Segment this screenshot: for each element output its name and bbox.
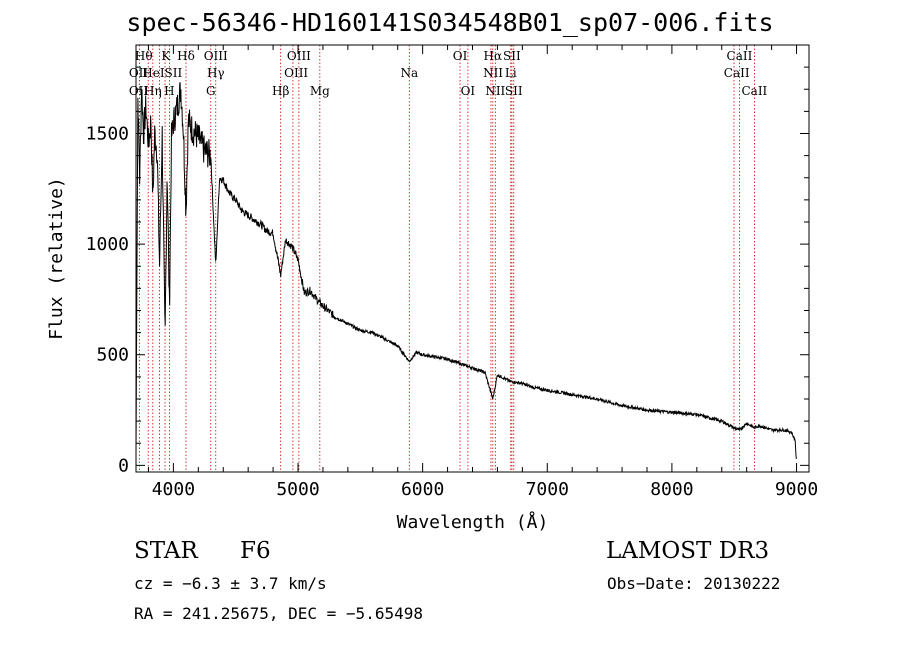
survey-name: LAMOST DR3 — [606, 538, 769, 564]
line-label: NII — [485, 84, 505, 98]
line-label: H — [164, 84, 174, 98]
line-label: Hθ — [135, 49, 153, 63]
y-tick-label: 0 — [118, 455, 129, 476]
line-label: CaII — [724, 66, 750, 80]
line-label: SII — [165, 66, 183, 80]
object-class: STAR — [134, 538, 198, 564]
y-tick-label: 500 — [96, 345, 129, 366]
line-label: Hη — [144, 84, 162, 98]
ra-dec: RA = 241.25675, DEC = −5.65498 — [134, 604, 423, 623]
line-label: Li — [505, 66, 517, 80]
line-label: Mg — [310, 84, 330, 98]
line-label: Hδ — [177, 49, 195, 63]
flux-series-line — [136, 82, 796, 459]
line-label: Hβ — [272, 84, 289, 98]
line-label: Na — [400, 66, 418, 80]
object-subclass: F6 — [240, 538, 271, 564]
x-tick-label: 6000 — [401, 479, 444, 500]
x-tick-label: 4000 — [152, 479, 195, 500]
line-label: OIII — [287, 49, 311, 63]
obs-date: Obs−Date: 20130222 — [607, 574, 780, 593]
x-tick-label: 7000 — [526, 479, 569, 500]
plot-frame — [136, 45, 809, 472]
x-tick-label: 9000 — [775, 479, 818, 500]
line-label: CaII — [727, 49, 753, 63]
y-axis-label: Flux (relative) — [46, 177, 67, 340]
emission-line-markers — [139, 45, 754, 472]
x-axis-ticks: 4000 5000 6000 7000 8000 9000 — [148, 45, 818, 500]
x-tick-label: 8000 — [650, 479, 693, 500]
line-label: OI — [453, 49, 468, 63]
y-tick-label: 1500 — [86, 123, 129, 144]
line-label: OIII — [204, 49, 228, 63]
line-label: OIII — [284, 66, 308, 80]
line-label: Hα — [484, 49, 503, 63]
line-label: NII — [483, 66, 503, 80]
line-label: Hγ — [207, 66, 225, 80]
spectrum-chart: 4000 5000 6000 7000 8000 9000 0 500 1000 1500 Hθ… — [0, 0, 900, 540]
redshift-text: cz = −6.3 ± 3.7 km/s — [134, 574, 327, 593]
line-label: K — [161, 49, 171, 63]
line-label: SII — [503, 49, 521, 63]
x-axis-label: Wavelength (Å) — [397, 511, 549, 533]
line-label: OI — [461, 84, 476, 98]
line-label: HeI — [142, 66, 165, 80]
x-tick-label: 5000 — [276, 479, 319, 500]
line-label: G — [206, 84, 216, 98]
line-label: CaII — [741, 84, 767, 98]
line-label: SII — [505, 84, 523, 98]
y-tick-label: 1000 — [86, 234, 129, 255]
